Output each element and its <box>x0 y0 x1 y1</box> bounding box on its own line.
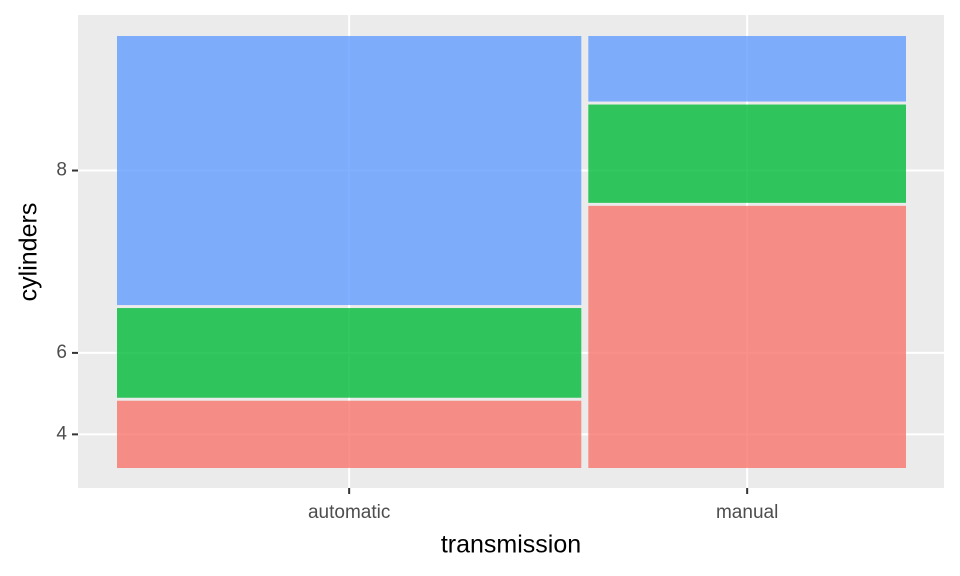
x-axis-title: transmission <box>441 531 581 559</box>
mosaic-tile <box>117 308 582 398</box>
y-axis-title: cylinders <box>15 203 43 302</box>
mosaic-tile <box>117 36 582 306</box>
mosaic-tile <box>588 205 906 468</box>
x-tick-label: manual <box>716 502 778 523</box>
x-tick-label: automatic <box>308 502 390 523</box>
marks <box>117 36 906 468</box>
mosaic-tile <box>588 36 906 102</box>
y-tick-label: 4 <box>56 423 67 444</box>
y-tick-label: 6 <box>56 342 67 363</box>
mosaic-tile <box>588 104 906 203</box>
y-tick-label: 8 <box>56 160 67 181</box>
mosaic-tile <box>117 400 582 468</box>
